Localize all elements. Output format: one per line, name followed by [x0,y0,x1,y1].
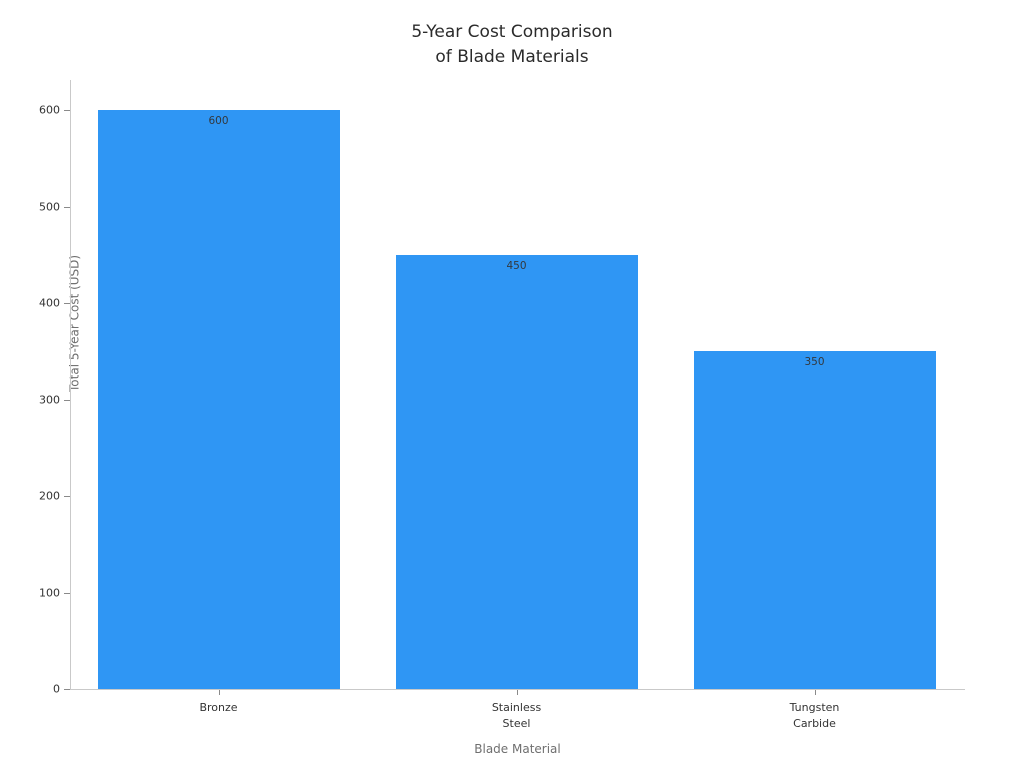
y-tick-label: 200 [39,489,60,503]
y-tick-mark [64,206,70,208]
x-axis-line [70,689,965,690]
y-tick-mark [64,496,70,497]
y-tick-label: 300 [39,393,60,406]
x-tick-mark [814,690,816,695]
bar-value-label: 450 [506,259,527,272]
x-tick-label: Bronze [199,701,238,714]
y-axis-line [70,80,71,689]
bar-value-label: 600 [208,115,229,127]
y-tick-label: 400 [39,296,60,310]
x-tick-mark [516,690,518,695]
x-axis-label: Blade Material [474,742,561,756]
x-tick-label: Tungsten Carbide [789,701,840,730]
x-tick-mark [218,690,220,695]
bar-tungsten-carbide: 350 [693,351,936,689]
y-tick-label: 100 [39,586,60,599]
y-tick-mark [64,689,70,690]
x-tick-label: Stainless Steel [491,701,542,730]
y-tick-label: 500 [39,200,60,213]
y-tick-mark [64,110,70,111]
bar-value-label: 350 [804,356,825,369]
y-tick-label: 0 [53,682,60,696]
y-tick-mark [64,592,70,594]
y-tick-label: 600 [39,103,60,117]
y-tick-mark [64,303,70,304]
y-tick-mark [64,399,70,401]
bar-stainless-steel: 450 [395,254,638,689]
bar-bronze: 600 [97,110,340,689]
chart-title: 5-Year Cost Comparison of Blade Material… [411,22,613,67]
